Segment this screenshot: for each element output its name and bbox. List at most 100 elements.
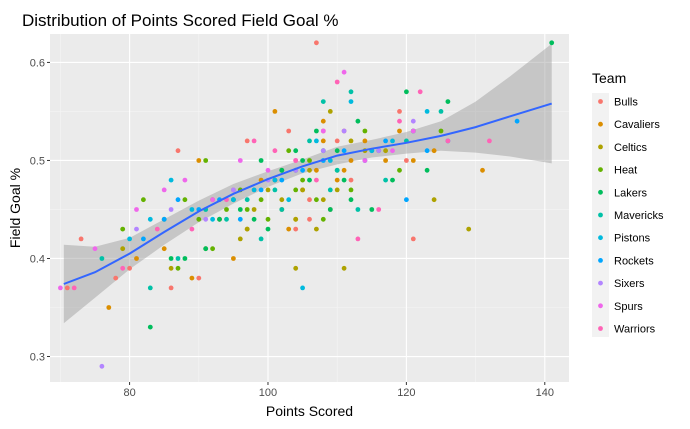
data-point-heat <box>259 197 264 202</box>
data-point-lakers <box>328 207 333 212</box>
legend-label-rockets: Rockets <box>614 255 654 267</box>
data-point-heat <box>314 197 319 202</box>
data-point-cavaliers <box>190 276 195 281</box>
data-point-warriors <box>376 207 381 212</box>
data-point-warriors <box>293 158 298 163</box>
data-point-lakers <box>349 197 354 202</box>
data-point-warriors <box>190 227 195 232</box>
data-point-celtics <box>266 188 271 193</box>
data-point-cavaliers <box>432 148 437 153</box>
data-point-spurs <box>266 168 271 173</box>
legend-label-spurs: Spurs <box>614 301 643 313</box>
data-point-warriors <box>273 148 278 153</box>
data-point-warriors <box>356 237 361 242</box>
data-point-heat <box>321 217 326 222</box>
data-point-pistons <box>252 188 257 193</box>
data-point-bulls <box>245 139 250 144</box>
data-point-heat <box>210 246 215 251</box>
data-point-bulls <box>79 237 84 242</box>
data-point-bulls <box>307 197 312 202</box>
y-tick-label: 0.3 <box>30 352 45 364</box>
data-point-warriors <box>487 139 492 144</box>
data-point-heat <box>120 227 125 232</box>
data-point-pistons <box>314 139 319 144</box>
data-point-heat <box>286 148 291 153</box>
legend-label-cavaliers: Cavaliers <box>614 119 660 131</box>
data-point-celtics <box>321 197 326 202</box>
legend-key-celtics <box>598 145 603 150</box>
data-point-rockets <box>383 139 388 144</box>
legend-label-pistons: Pistons <box>614 233 651 245</box>
legend: Team BullsCavaliersCelticsHeatLakersMave… <box>592 70 664 337</box>
data-point-bulls <box>169 286 174 291</box>
legend-key-mavericks <box>598 213 603 218</box>
data-point-bulls <box>404 158 409 163</box>
y-axis-title: Field Goal % <box>7 168 23 248</box>
data-point-rockets <box>404 197 409 202</box>
data-point-pistons <box>231 197 236 202</box>
data-point-celtics <box>432 197 437 202</box>
y-tick-label: 0.6 <box>30 57 45 69</box>
data-point-lakers <box>342 178 347 183</box>
data-point-cavaliers <box>196 158 201 163</box>
data-point-lakers <box>238 207 243 212</box>
chart-title: Distribution of Points Scored Field Goal… <box>22 11 339 30</box>
data-point-heat <box>266 217 271 222</box>
data-point-heat <box>245 207 250 212</box>
data-point-cavaliers <box>314 168 319 173</box>
data-point-heat <box>141 197 146 202</box>
data-point-celtics <box>342 266 347 271</box>
data-point-bulls <box>349 178 354 183</box>
data-point-rockets <box>515 119 520 124</box>
x-axis-title: Points Scored <box>266 403 353 419</box>
legend-label-celtics: Celtics <box>614 142 648 154</box>
data-point-lakers <box>335 148 340 153</box>
data-point-cavaliers <box>162 246 167 251</box>
data-point-pistons <box>127 237 132 242</box>
data-point-spurs <box>93 246 98 251</box>
data-point-heat <box>293 188 298 193</box>
data-point-lakers <box>217 217 222 222</box>
data-point-celtics <box>120 246 125 251</box>
data-point-bulls <box>335 139 340 144</box>
data-point-mavericks <box>321 99 326 104</box>
legend-label-warriors: Warriors <box>614 324 656 336</box>
data-point-cavaliers <box>342 168 347 173</box>
data-point-lakers <box>293 148 298 153</box>
data-point-heat <box>300 178 305 183</box>
data-point-lakers <box>148 325 153 330</box>
data-point-lakers <box>266 227 271 232</box>
data-point-lakers <box>252 217 257 222</box>
data-point-sixers <box>411 119 416 124</box>
plot-panel <box>50 34 569 382</box>
data-point-heat <box>224 207 229 212</box>
data-point-heat <box>349 188 354 193</box>
data-point-bulls <box>113 276 118 281</box>
data-point-mavericks <box>259 237 264 242</box>
x-tick-label: 120 <box>397 387 415 399</box>
data-point-celtics <box>307 168 312 173</box>
y-axis: 0.3 0.4 0.5 0.6 <box>30 57 50 363</box>
data-point-spurs <box>210 197 215 202</box>
x-tick-label: 100 <box>259 387 277 399</box>
data-point-pistons <box>190 207 195 212</box>
data-point-bulls <box>196 276 201 281</box>
data-point-spurs <box>162 188 167 193</box>
data-point-celtics <box>293 217 298 222</box>
data-point-celtics <box>383 148 388 153</box>
x-tick-label: 140 <box>536 387 554 399</box>
data-point-lakers <box>314 129 319 134</box>
data-point-cavaliers <box>383 158 388 163</box>
data-point-warriors <box>418 89 423 94</box>
data-point-pistons <box>148 217 153 222</box>
data-point-sixers <box>203 217 208 222</box>
data-point-bulls <box>314 40 319 45</box>
data-point-lakers <box>279 168 284 173</box>
data-point-mavericks <box>279 207 284 212</box>
legend-label-sixers: Sixers <box>614 278 645 290</box>
data-point-warriors <box>120 266 125 271</box>
x-axis: 80 100 120 140 <box>123 382 554 399</box>
data-point-bulls <box>307 217 312 222</box>
legend-label-bulls: Bulls <box>614 97 638 109</box>
